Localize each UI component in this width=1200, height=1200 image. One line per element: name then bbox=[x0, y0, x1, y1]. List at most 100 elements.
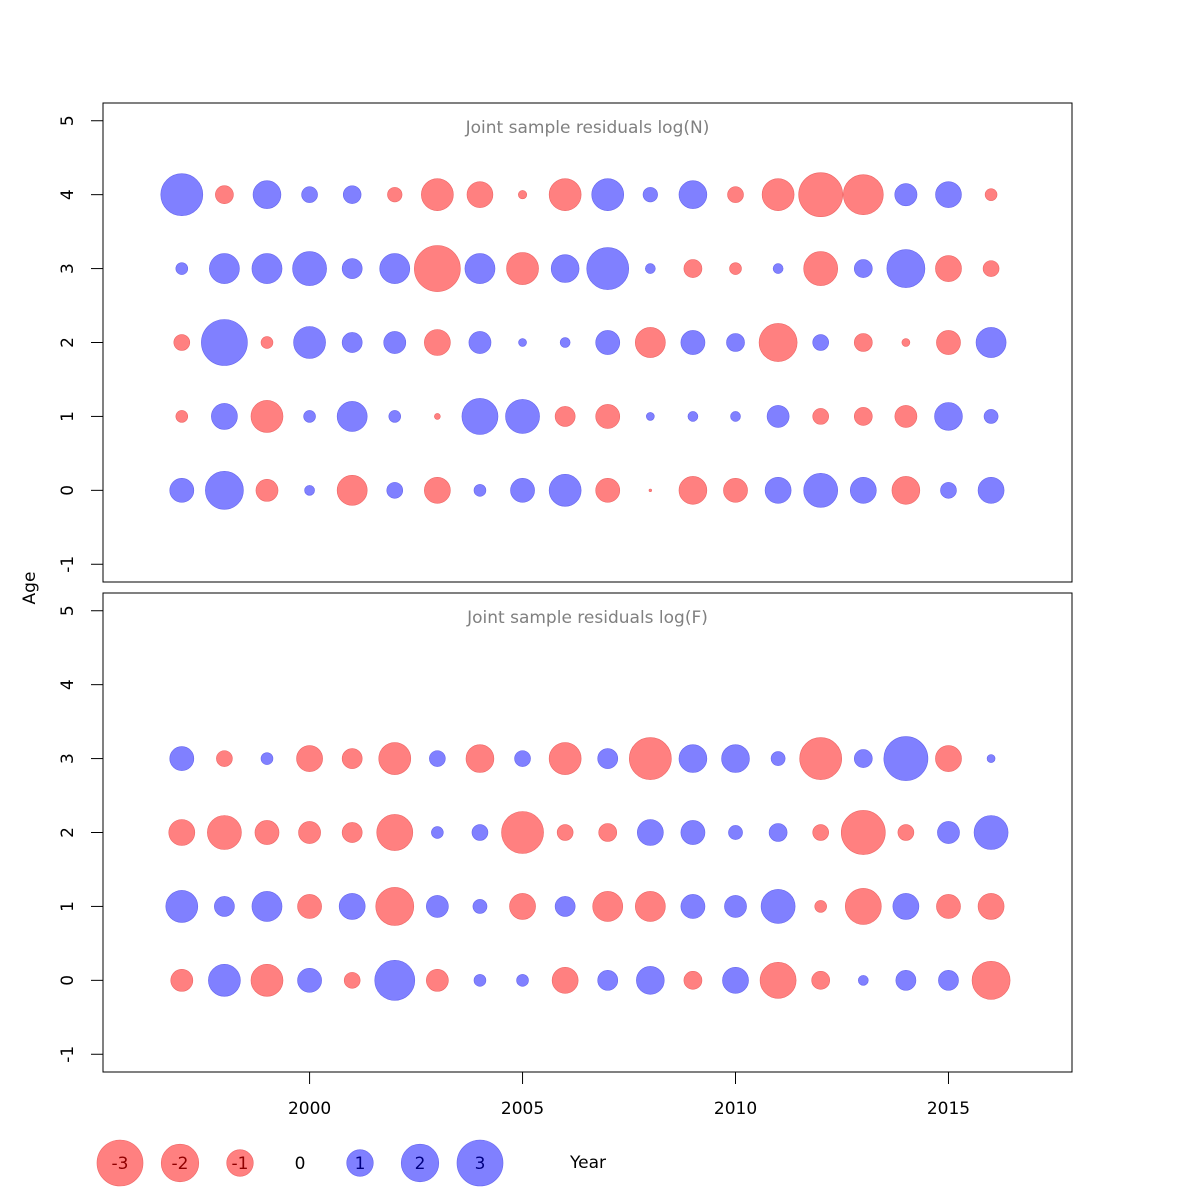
bubble bbox=[421, 178, 454, 211]
y-tick-label: 4 bbox=[58, 679, 78, 690]
bubble bbox=[514, 750, 531, 767]
bubble bbox=[591, 178, 625, 211]
bubble bbox=[216, 750, 233, 767]
bubble bbox=[770, 751, 786, 766]
bubble bbox=[250, 964, 284, 997]
bubble bbox=[292, 251, 327, 286]
plot-frame bbox=[102, 102, 1073, 583]
bubble bbox=[550, 254, 580, 283]
bubble bbox=[894, 405, 918, 428]
bubble bbox=[891, 476, 921, 505]
bubble bbox=[211, 403, 238, 430]
bubble bbox=[678, 744, 708, 773]
bubble bbox=[728, 825, 743, 840]
y-tick-label: 3 bbox=[58, 753, 78, 764]
bubble bbox=[648, 488, 652, 492]
bubble bbox=[341, 258, 363, 279]
bubble bbox=[376, 814, 414, 851]
bubble bbox=[510, 478, 535, 503]
bubble bbox=[251, 891, 283, 922]
bubble bbox=[472, 899, 488, 914]
bubble bbox=[296, 745, 323, 772]
y-tick-label: -1 bbox=[58, 1046, 78, 1063]
bubble bbox=[341, 822, 363, 843]
x-tick-label: 2015 bbox=[927, 1099, 970, 1119]
bubble bbox=[341, 332, 363, 353]
bubble bbox=[853, 259, 873, 278]
bubble bbox=[814, 900, 827, 913]
panel-title: Joint sample residuals log(F) bbox=[466, 608, 708, 628]
bubble bbox=[722, 967, 749, 994]
bubble bbox=[595, 478, 621, 503]
bubble bbox=[168, 819, 196, 846]
bubble bbox=[629, 737, 672, 780]
bubble bbox=[205, 471, 244, 510]
bubble bbox=[853, 407, 873, 426]
bubble bbox=[598, 823, 618, 842]
bubble bbox=[936, 330, 961, 355]
bubble bbox=[293, 326, 326, 359]
bubble bbox=[936, 894, 961, 919]
bubble bbox=[468, 331, 492, 354]
bubble bbox=[383, 331, 407, 354]
bubble bbox=[388, 410, 402, 423]
bubble bbox=[986, 754, 996, 763]
legend-label: -1 bbox=[232, 1154, 249, 1174]
x-tick-label: 2010 bbox=[714, 1099, 757, 1119]
bubble bbox=[853, 333, 873, 352]
bubble bbox=[586, 247, 630, 290]
bubble bbox=[597, 970, 619, 991]
bubble bbox=[214, 896, 235, 917]
bubble bbox=[935, 255, 962, 282]
bubble bbox=[798, 172, 844, 217]
legend-bubble bbox=[226, 1149, 254, 1177]
bubble bbox=[849, 477, 877, 504]
y-tick-label: 5 bbox=[58, 605, 78, 616]
bubble bbox=[301, 186, 318, 203]
bubble bbox=[374, 960, 416, 1001]
bubble bbox=[977, 477, 1005, 504]
bubble bbox=[424, 477, 451, 504]
bubble bbox=[938, 970, 959, 991]
bubble bbox=[465, 744, 495, 773]
bubble bbox=[551, 967, 579, 994]
bubble bbox=[175, 410, 189, 423]
plot-frame bbox=[102, 592, 1073, 1073]
y-tick-label: 3 bbox=[58, 263, 78, 274]
bubble bbox=[260, 336, 274, 349]
bubble bbox=[840, 810, 886, 855]
bubble bbox=[173, 334, 191, 351]
bubble bbox=[414, 245, 461, 292]
bubble bbox=[429, 750, 446, 767]
bubble bbox=[473, 484, 487, 497]
bubble bbox=[812, 408, 829, 425]
bubble bbox=[298, 821, 321, 844]
bubble bbox=[338, 893, 366, 920]
bubble bbox=[387, 187, 403, 203]
bubble bbox=[464, 253, 496, 284]
bubble bbox=[729, 262, 742, 275]
bubble bbox=[207, 815, 242, 850]
bubble bbox=[556, 824, 574, 841]
bubble bbox=[343, 972, 361, 989]
bubble bbox=[730, 411, 741, 422]
legend-bubble bbox=[160, 1143, 200, 1183]
y-tick-label: 2 bbox=[58, 827, 78, 838]
bubble bbox=[683, 259, 703, 278]
bubble bbox=[646, 412, 655, 421]
bubble bbox=[799, 737, 842, 780]
bubble bbox=[559, 337, 571, 348]
x-tick-label: 2000 bbox=[288, 1099, 331, 1119]
legend-bubble bbox=[96, 1139, 144, 1187]
bubble bbox=[858, 975, 869, 986]
bubble bbox=[165, 890, 199, 923]
bubble bbox=[635, 327, 666, 358]
bubble bbox=[160, 173, 204, 216]
bubble bbox=[518, 190, 528, 200]
bubble bbox=[897, 824, 915, 841]
bubble bbox=[971, 961, 1011, 1000]
bubble bbox=[892, 893, 920, 920]
bubble bbox=[516, 974, 529, 987]
bubble bbox=[973, 815, 1009, 850]
